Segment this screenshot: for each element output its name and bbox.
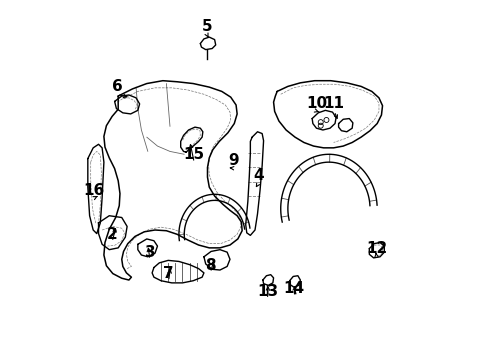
Text: 13: 13	[257, 284, 278, 299]
Text: 8: 8	[205, 257, 216, 273]
Text: 6: 6	[112, 79, 122, 94]
Text: 10: 10	[306, 96, 327, 111]
Text: 12: 12	[366, 241, 387, 256]
Text: 2: 2	[107, 227, 118, 242]
Text: 4: 4	[253, 168, 264, 183]
Text: 5: 5	[201, 19, 212, 34]
Text: 7: 7	[163, 266, 174, 281]
Text: 9: 9	[228, 153, 239, 168]
Text: 15: 15	[184, 148, 205, 162]
Text: 14: 14	[284, 282, 305, 296]
Text: 16: 16	[84, 183, 105, 198]
Text: 11: 11	[324, 96, 345, 111]
Text: 3: 3	[145, 245, 155, 260]
